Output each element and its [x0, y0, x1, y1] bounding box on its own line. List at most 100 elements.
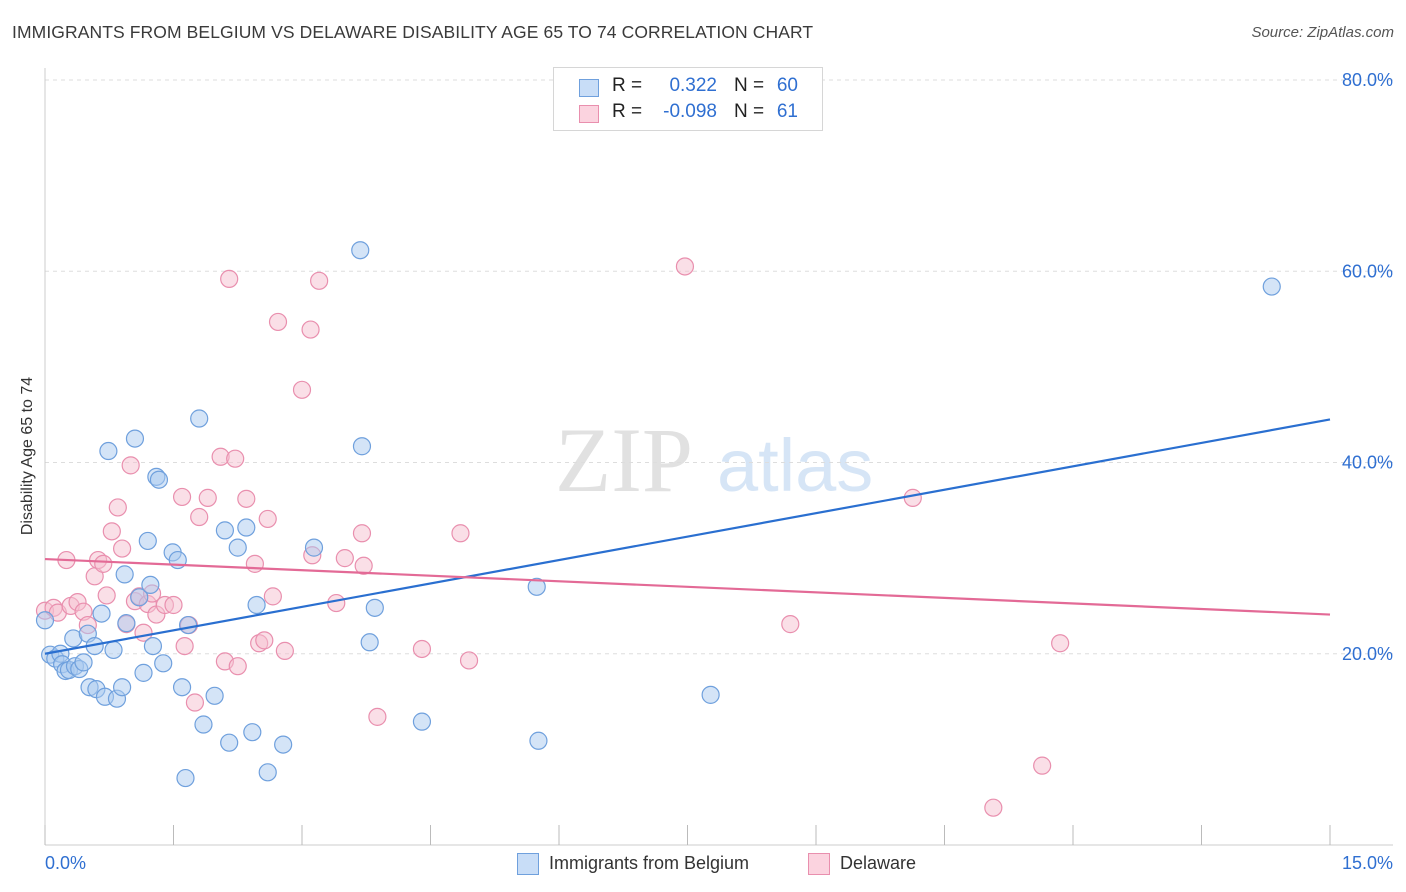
belgium-point: [243, 723, 262, 742]
belgium-point: [117, 614, 136, 633]
stats-r-label: R =: [612, 75, 643, 96]
delaware-point: [412, 639, 432, 659]
delaware-point: [368, 707, 387, 726]
delaware-point: [675, 257, 695, 276]
belgium-point: [529, 731, 548, 750]
delaware-point: [121, 456, 140, 475]
belgium-point: [112, 678, 132, 697]
trend-lines: [44, 418, 1331, 655]
belgium-point: [130, 588, 149, 607]
delaware-point: [175, 636, 194, 656]
stats-n-value: 60: [776, 75, 798, 96]
belgium-trend-line: [44, 418, 1331, 655]
belgium-point: [205, 686, 224, 705]
belgium-point: [701, 685, 720, 704]
stats-swatch-belgium: [579, 79, 599, 97]
belgium-point: [176, 768, 195, 788]
belgium-point: [138, 531, 157, 551]
belgium-point: [143, 636, 163, 656]
stats-row-belgium: R = 0.322 N = 60: [554, 75, 822, 101]
stats-r-value: -0.098: [663, 101, 717, 122]
belgium-point: [352, 437, 372, 456]
delaware-point: [190, 507, 209, 527]
watermark-atlas: atlas: [717, 424, 873, 507]
belgium-point: [194, 715, 213, 734]
x-tick-label: 15.0%: [1342, 853, 1393, 873]
gridlines: [45, 79, 1393, 655]
delaware-point: [275, 641, 294, 660]
stats-n-label: N =: [734, 75, 765, 96]
stats-r-value: 0.322: [669, 75, 717, 96]
belgium-point: [274, 735, 293, 754]
belgium-point: [412, 712, 432, 731]
delaware-point: [108, 498, 127, 517]
stats-row-delaware: R = -0.098 N = 61: [554, 101, 822, 127]
belgium-point: [247, 595, 266, 615]
belgium-point: [304, 538, 324, 557]
delaware-trend-line: [44, 557, 1331, 616]
belgium-point: [172, 678, 192, 697]
watermark-zip: ZIP: [555, 409, 693, 511]
delaware-point: [354, 556, 373, 575]
y-tick-label: 20.0%: [1342, 644, 1393, 664]
delaware-point: [220, 269, 239, 288]
delaware-point: [903, 488, 922, 507]
belgium-point: [228, 538, 247, 557]
stats-n-label: N =: [734, 101, 765, 122]
x-tick-label: 0.0%: [45, 853, 86, 873]
y-tick-label: 80.0%: [1342, 70, 1393, 90]
delaware-point: [198, 488, 217, 507]
belgium-point: [178, 615, 198, 635]
belgium-point: [134, 663, 153, 682]
belgium-point: [527, 577, 546, 596]
delaware-point: [94, 554, 113, 573]
delaware-point: [335, 549, 354, 568]
delaware-points: [35, 257, 1070, 817]
delaware-point: [258, 509, 277, 529]
stats-box: R = 0.322 N = 60 R = -0.098 N = 61: [553, 67, 823, 131]
tick-labels: 20.0% 40.0% 60.0% 80.0% 0.0% 15.0%: [45, 70, 1393, 873]
source-label: Source: ZipAtlas.com: [1251, 24, 1394, 41]
belgium-point: [258, 763, 277, 782]
delaware-point: [459, 651, 479, 670]
delaware-point: [292, 380, 312, 399]
delaware-point: [255, 631, 274, 650]
legend-swatch-belgium: [517, 853, 539, 875]
delaware-point: [226, 449, 245, 468]
y-axis-title: Disability Age 65 to 74: [19, 376, 36, 536]
belgium-point: [215, 521, 234, 540]
delaware-point: [164, 595, 183, 615]
chart-title: IMMIGRANTS FROM BELGIUM VS DELAWARE DISA…: [12, 22, 814, 42]
belgium-point: [74, 653, 93, 672]
delaware-point: [263, 587, 282, 606]
belgium-point: [141, 575, 160, 595]
delaware-point: [97, 586, 116, 605]
belgium-point: [104, 640, 123, 660]
belgium-point: [99, 441, 118, 461]
belgium-point: [92, 604, 111, 623]
delaware-point: [1051, 634, 1070, 653]
y-tick-label: 60.0%: [1342, 261, 1393, 281]
stats-n-value: 61: [776, 101, 798, 122]
delaware-point: [301, 320, 320, 339]
belgium-point: [149, 470, 169, 489]
belgium-point: [360, 633, 379, 652]
delaware-point: [102, 522, 121, 541]
belgium-point: [154, 654, 173, 673]
belgium-point: [125, 429, 145, 448]
belgium-point: [220, 733, 239, 752]
belgium-point: [115, 565, 134, 584]
delaware-point: [310, 271, 329, 290]
delaware-point: [451, 524, 470, 543]
belgium-point: [365, 598, 384, 617]
delaware-point: [245, 554, 264, 573]
delaware-point: [172, 487, 192, 507]
belgium-point: [190, 409, 209, 428]
belgium-point: [351, 241, 370, 260]
belgium-point: [35, 611, 55, 630]
stats-swatch-delaware: [579, 105, 599, 123]
delaware-point: [984, 798, 1003, 817]
delaware-point: [327, 593, 346, 613]
legend-label-delaware: Delaware: [840, 853, 917, 873]
